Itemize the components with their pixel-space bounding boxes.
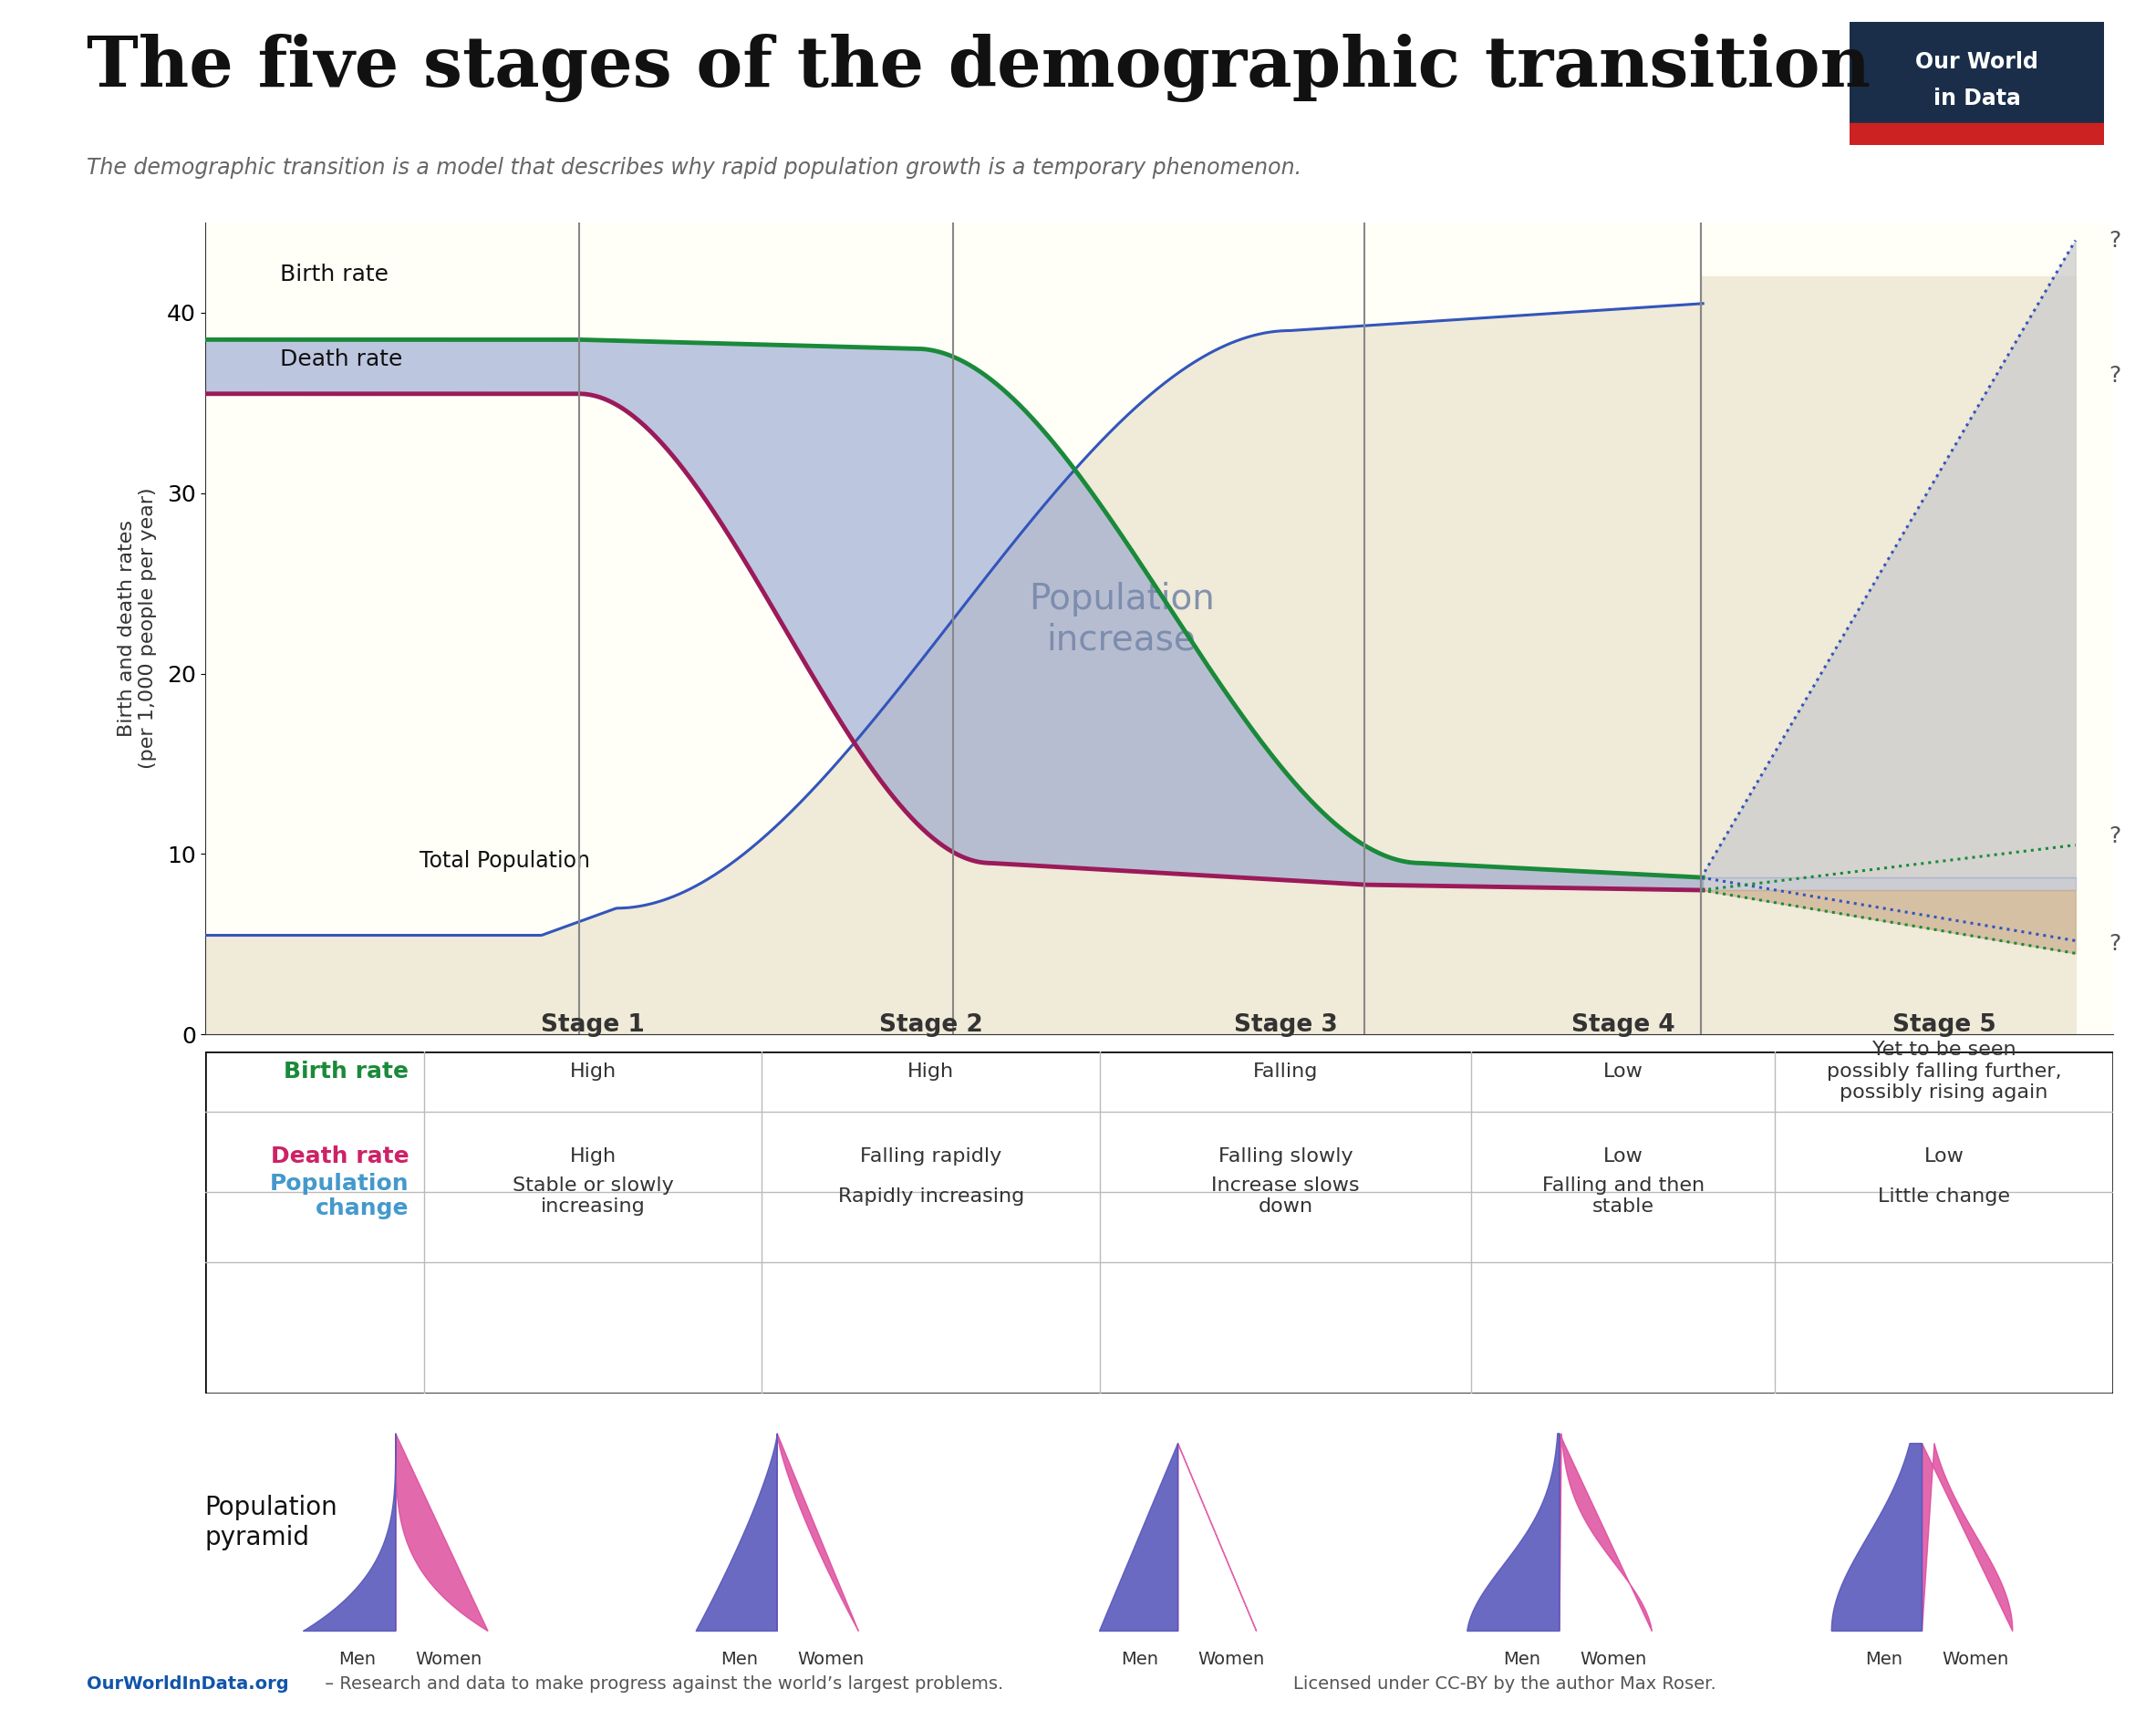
Polygon shape <box>1559 1433 1651 1631</box>
Text: Falling slowly: Falling slowly <box>1218 1147 1352 1166</box>
Text: Population
pyramid: Population pyramid <box>205 1495 338 1551</box>
Text: Falling: Falling <box>1253 1062 1317 1081</box>
Text: Stage 4: Stage 4 <box>1572 1014 1675 1036</box>
Polygon shape <box>1100 1443 1177 1631</box>
Text: Total Population: Total Population <box>420 850 591 872</box>
Text: Low: Low <box>1604 1147 1643 1166</box>
Text: ?: ? <box>2109 824 2122 846</box>
Text: ?: ? <box>2109 934 2122 956</box>
Text: Women: Women <box>798 1650 865 1667</box>
Text: Men: Men <box>338 1650 375 1667</box>
Polygon shape <box>304 1433 397 1631</box>
Text: Birth rate: Birth rate <box>285 1060 410 1082</box>
Text: – Research and data to make progress against the world’s largest problems.: – Research and data to make progress aga… <box>319 1676 1003 1693</box>
Text: Population
change: Population change <box>270 1173 410 1219</box>
Text: Falling and then
stable: Falling and then stable <box>1542 1176 1705 1216</box>
Polygon shape <box>696 1433 778 1631</box>
Polygon shape <box>1177 1443 1257 1631</box>
Text: Women: Women <box>1199 1650 1266 1667</box>
Polygon shape <box>1833 1443 1923 1631</box>
Text: Yet to be seen
possibly falling further,
possibly rising again: Yet to be seen possibly falling further,… <box>1826 1041 2061 1101</box>
Polygon shape <box>778 1433 858 1631</box>
Text: Men: Men <box>1865 1650 1902 1667</box>
Text: Low: Low <box>1923 1147 1964 1166</box>
Text: ?: ? <box>2109 364 2122 386</box>
Text: High: High <box>908 1062 955 1081</box>
Text: High: High <box>569 1062 617 1081</box>
Text: Men: Men <box>1121 1650 1158 1667</box>
Text: Stage 1: Stage 1 <box>541 1014 645 1036</box>
Text: Men: Men <box>1503 1650 1539 1667</box>
Text: Women: Women <box>416 1650 483 1667</box>
Text: Death rate: Death rate <box>272 1146 410 1168</box>
Text: Women: Women <box>1580 1650 1647 1667</box>
Bar <box>1850 123 2104 145</box>
Text: OurWorldInData.org: OurWorldInData.org <box>86 1676 289 1693</box>
Y-axis label: Birth and death rates
(per 1,000 people per year): Birth and death rates (per 1,000 people … <box>116 487 157 770</box>
Text: Licensed under CC-BY by the author Max Roser.: Licensed under CC-BY by the author Max R… <box>1294 1676 1716 1693</box>
Text: Men: Men <box>720 1650 757 1667</box>
Text: Stage 5: Stage 5 <box>1893 1014 1996 1036</box>
Text: Population
increase: Population increase <box>1028 581 1214 657</box>
Text: Stage 3: Stage 3 <box>1233 1014 1337 1036</box>
Text: Falling rapidly: Falling rapidly <box>860 1147 1003 1166</box>
Polygon shape <box>397 1433 487 1631</box>
Text: High: High <box>569 1147 617 1166</box>
Polygon shape <box>1923 1443 2012 1631</box>
Text: Stage 2: Stage 2 <box>880 1014 983 1036</box>
Text: in Data: in Data <box>1934 87 2020 109</box>
Bar <box>1850 22 2104 123</box>
Text: Our World: Our World <box>1915 51 2040 72</box>
Text: ?: ? <box>2109 229 2122 251</box>
Polygon shape <box>1468 1433 1559 1631</box>
Text: The five stages of the demographic transition: The five stages of the demographic trans… <box>86 34 1869 103</box>
Text: Death rate: Death rate <box>280 349 403 371</box>
Text: Increase slows
down: Increase slows down <box>1212 1176 1360 1216</box>
Text: Stable or slowly
increasing: Stable or slowly increasing <box>513 1176 673 1216</box>
Text: Little change: Little change <box>1878 1187 2009 1206</box>
Text: Women: Women <box>1943 1650 2009 1667</box>
Text: The demographic transition is a model that describes why rapid population growth: The demographic transition is a model th… <box>86 157 1302 180</box>
Text: Rapidly increasing: Rapidly increasing <box>839 1187 1024 1206</box>
Text: Low: Low <box>1604 1062 1643 1081</box>
Text: Birth rate: Birth rate <box>280 263 388 286</box>
